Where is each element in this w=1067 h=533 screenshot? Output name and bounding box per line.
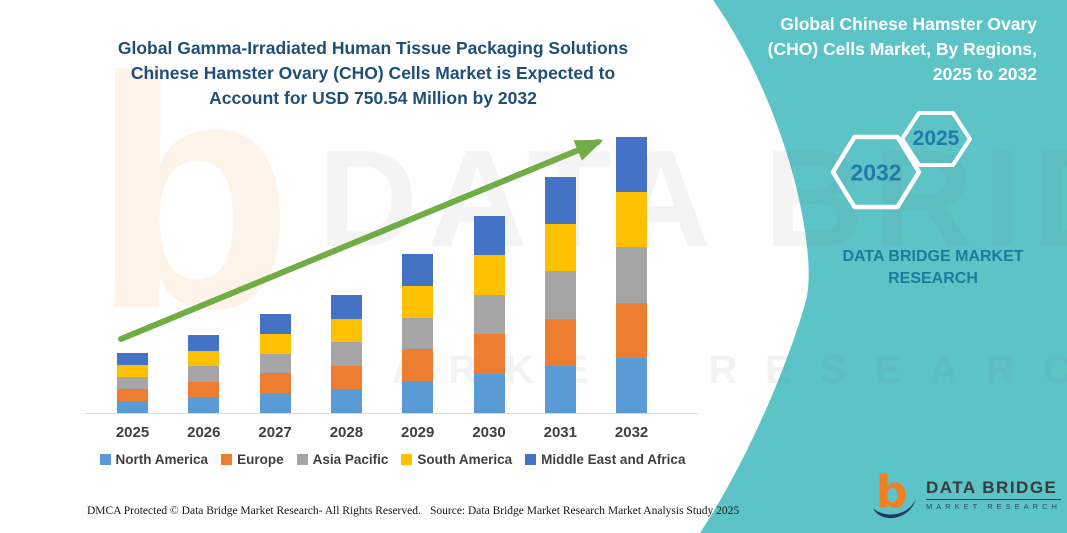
legend-swatch-north-america — [99, 454, 111, 465]
segment-south-america — [544, 224, 576, 272]
brand-name-text: DATA BRIDGE MARKET RESEARCH — [842, 248, 1024, 288]
segment-asia-pacific — [544, 271, 576, 319]
bar-2032 — [616, 136, 648, 413]
bar-2025 — [117, 353, 148, 413]
segment-south-america — [473, 255, 505, 295]
legend-label-south-america: South America — [417, 452, 513, 467]
segment-north-america — [188, 397, 220, 413]
segment-asia-pacific — [330, 342, 362, 366]
segment-middle-east-and-africa — [188, 335, 220, 351]
segment-asia-pacific — [188, 366, 220, 382]
segment-europe — [188, 381, 220, 398]
segment-middle-east-and-africa — [473, 215, 505, 256]
hexagon-2025 — [900, 111, 972, 167]
segment-asia-pacific — [259, 353, 291, 374]
segment-middle-east-and-africa — [616, 136, 648, 193]
legend-label-middle-east-and-africa: Middle East and Africa — [541, 452, 686, 467]
x-axis-label-2026: 2026 — [187, 424, 221, 441]
bar-2026 — [188, 335, 220, 413]
x-axis-label-2030: 2030 — [472, 424, 506, 441]
bar-chart — [85, 120, 700, 413]
segment-south-america — [259, 333, 291, 354]
chart-title: Global Gamma-Irradiated Human Tissue Pac… — [117, 38, 629, 108]
legend-swatch-europe — [221, 454, 233, 465]
segment-europe — [544, 318, 576, 366]
x-axis-label-2029: 2029 — [401, 424, 435, 441]
segment-middle-east-and-africa — [402, 253, 434, 286]
segment-europe — [616, 302, 648, 358]
segment-middle-east-and-africa — [544, 176, 576, 224]
segment-north-america — [330, 389, 362, 413]
segment-south-america — [616, 192, 648, 248]
legend-label-north-america: North America — [115, 452, 209, 467]
segment-middle-east-and-africa — [259, 313, 291, 334]
legend-swatch-south-america — [401, 454, 413, 465]
legend-item-middle-east-and-africa: Middle East and Africa — [525, 452, 685, 467]
legend-item-south-america: South America — [401, 452, 512, 467]
segment-south-america — [117, 365, 148, 378]
x-axis-label-2027: 2027 — [258, 424, 292, 441]
segment-middle-east-and-africa — [117, 353, 148, 366]
footer-dmca-text: DMCA Protected © Data Bridge Market Rese… — [87, 505, 421, 517]
x-axis-label-2032: 2032 — [614, 424, 649, 441]
year-badges-hexagons — [830, 111, 972, 210]
legend-swatch-middle-east-and-africa — [525, 454, 537, 465]
hexagon-2032 — [830, 134, 922, 210]
company-logo: b DATA BRIDGE MARKET RESEARCH — [872, 468, 1061, 520]
segment-north-america — [259, 393, 291, 413]
segment-north-america — [473, 373, 505, 413]
x-axis-labels: 2025 2026 2027 2028 2029 2030 2031 2032 — [85, 424, 700, 444]
legend-item-asia-pacific: Asia Pacific — [296, 452, 389, 467]
segment-europe — [259, 373, 291, 394]
logo-mark-icon: b — [872, 468, 917, 518]
segment-north-america — [402, 381, 434, 413]
segment-europe — [473, 334, 505, 374]
bar-2028 — [330, 294, 362, 413]
segment-asia-pacific — [616, 247, 648, 303]
panel-title: Global Chinese Hamster Ovary (CHO) Cells… — [767, 14, 1037, 84]
bar-2030 — [473, 215, 505, 413]
footer-source-text: Source: Data Bridge Market Research Mark… — [430, 505, 740, 517]
segment-middle-east-and-africa — [330, 294, 362, 319]
badge-year-2025: 2025 — [912, 127, 960, 150]
segment-north-america — [117, 401, 148, 413]
watermark-sub-text: MARKET RESEARCH — [330, 348, 1067, 392]
segment-europe — [117, 389, 148, 402]
segment-asia-pacific — [402, 317, 434, 350]
segment-south-america — [402, 285, 434, 318]
logo-name: DATA BRIDGE — [926, 478, 1061, 500]
logo-subtitle: MARKET RESEARCH — [926, 501, 1061, 511]
segment-europe — [330, 365, 362, 390]
badge-year-2032: 2032 — [850, 159, 902, 186]
x-axis-line — [85, 413, 698, 414]
legend-label-europe: Europe — [237, 452, 284, 467]
legend-swatch-asia-pacific — [296, 454, 308, 465]
x-axis-label-2025: 2025 — [115, 424, 150, 441]
segment-asia-pacific — [117, 377, 148, 390]
segment-south-america — [330, 318, 362, 343]
bar-2031 — [544, 176, 576, 413]
segment-north-america — [544, 365, 576, 413]
bar-2027 — [259, 313, 291, 413]
segment-asia-pacific — [473, 294, 505, 335]
legend-item-europe: Europe — [221, 452, 284, 467]
bar-2029 — [402, 253, 434, 413]
x-axis-label-2031: 2031 — [543, 424, 577, 441]
chart-legend: North America Europe Asia Pacific South Ame… — [85, 452, 700, 467]
legend-item-north-america: North America — [99, 452, 209, 467]
segment-north-america — [616, 357, 648, 413]
segment-south-america — [188, 350, 220, 367]
segment-europe — [402, 349, 434, 382]
x-axis-label-2028: 2028 — [329, 424, 364, 441]
legend-label-asia-pacific: Asia Pacific — [312, 452, 389, 467]
svg-text:b: b — [876, 468, 908, 518]
